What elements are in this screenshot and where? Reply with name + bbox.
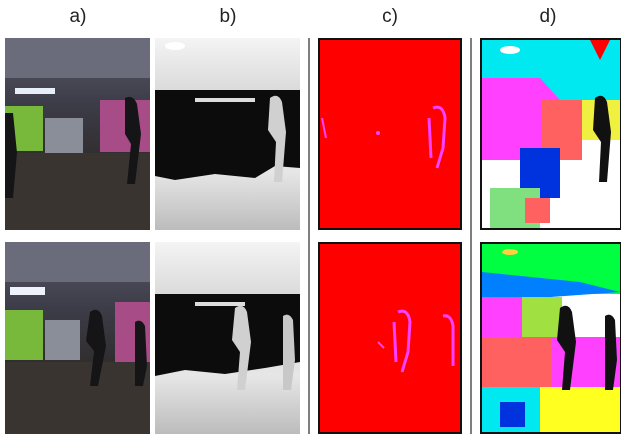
panel-label: c) <box>382 6 398 27</box>
mask <box>319 243 461 433</box>
segmentation <box>481 39 621 229</box>
mask <box>319 39 461 229</box>
photo <box>5 38 150 230</box>
depth-map <box>155 38 300 230</box>
depth-map <box>155 242 300 434</box>
panel-label: d) <box>540 6 557 27</box>
segmentation <box>481 243 621 433</box>
photo <box>5 242 150 434</box>
panel-label: a) <box>70 6 87 27</box>
panel-label: b) <box>220 6 237 27</box>
figure: a) b) c) d) <box>0 0 621 434</box>
